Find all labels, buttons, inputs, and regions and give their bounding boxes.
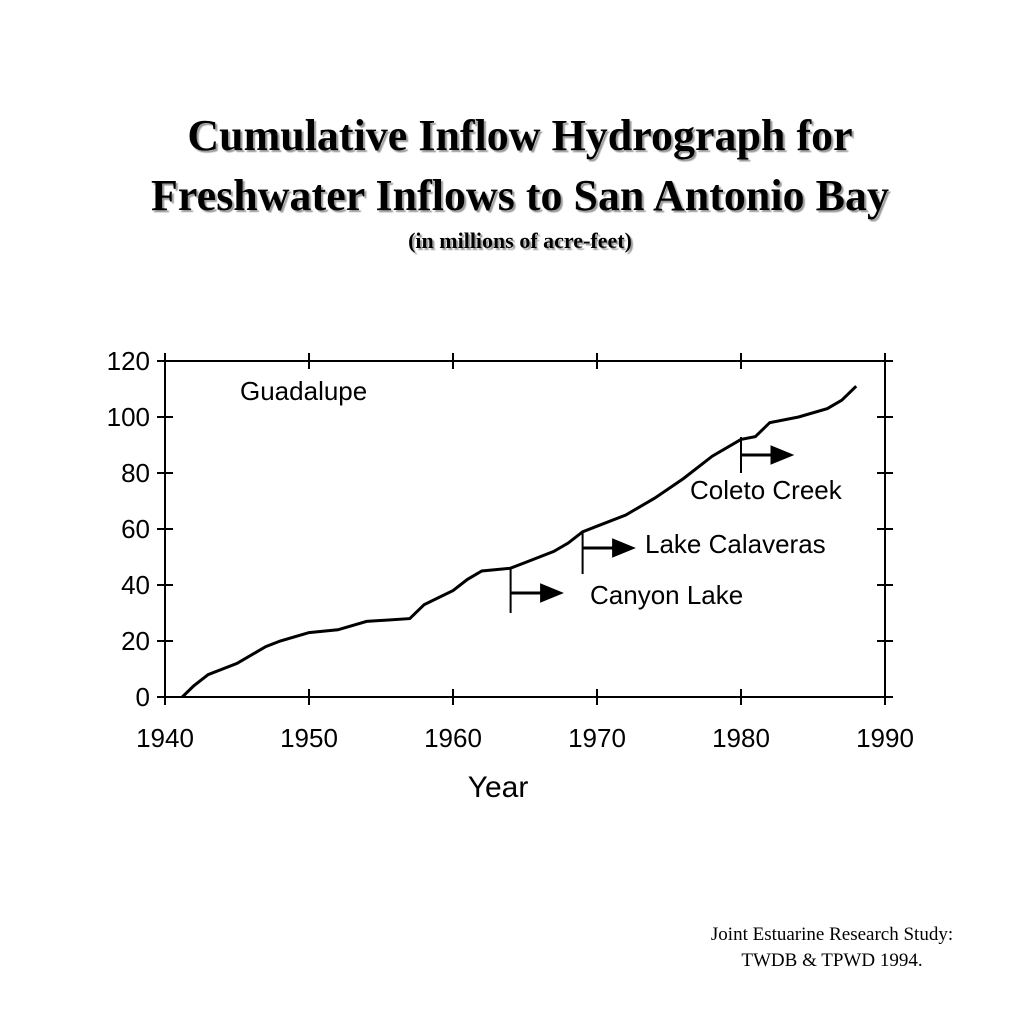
y-tick-label: 60 [121,514,150,544]
subtitle: (in millions of acre-feet) [408,228,632,253]
arrow-head [612,538,636,558]
footer: Joint Estuarine Research Study: [711,924,953,945]
x-axis-label: Year [468,771,529,804]
annotation: Canyon Lake [590,580,743,610]
arrow-head [540,583,564,603]
x-tick-label: 1960 [424,723,482,753]
annotation: Coleto Creek [690,475,843,505]
x-tick-label: 1980 [712,723,770,753]
title: Cumulative Inflow Hydrograph for [187,111,852,160]
title: Freshwater Inflows to San Antonio Bay [151,171,889,220]
series-label: Guadalupe [240,376,367,406]
x-tick-label: 1940 [136,723,194,753]
y-tick-label: 20 [121,626,150,656]
arrow-head [770,445,795,465]
y-tick-label: 80 [121,458,150,488]
y-tick-label: 100 [107,402,150,432]
x-tick-label: 1970 [568,723,626,753]
footer: TWDB & TPWD 1994. [741,950,922,971]
x-tick-label: 1950 [280,723,338,753]
data-line [181,385,858,699]
y-tick-label: 0 [136,682,150,712]
y-tick-label: 120 [107,346,150,376]
y-tick-label: 40 [121,570,150,600]
annotation: Lake Calaveras [645,529,826,559]
x-tick-label: 1990 [856,723,914,753]
